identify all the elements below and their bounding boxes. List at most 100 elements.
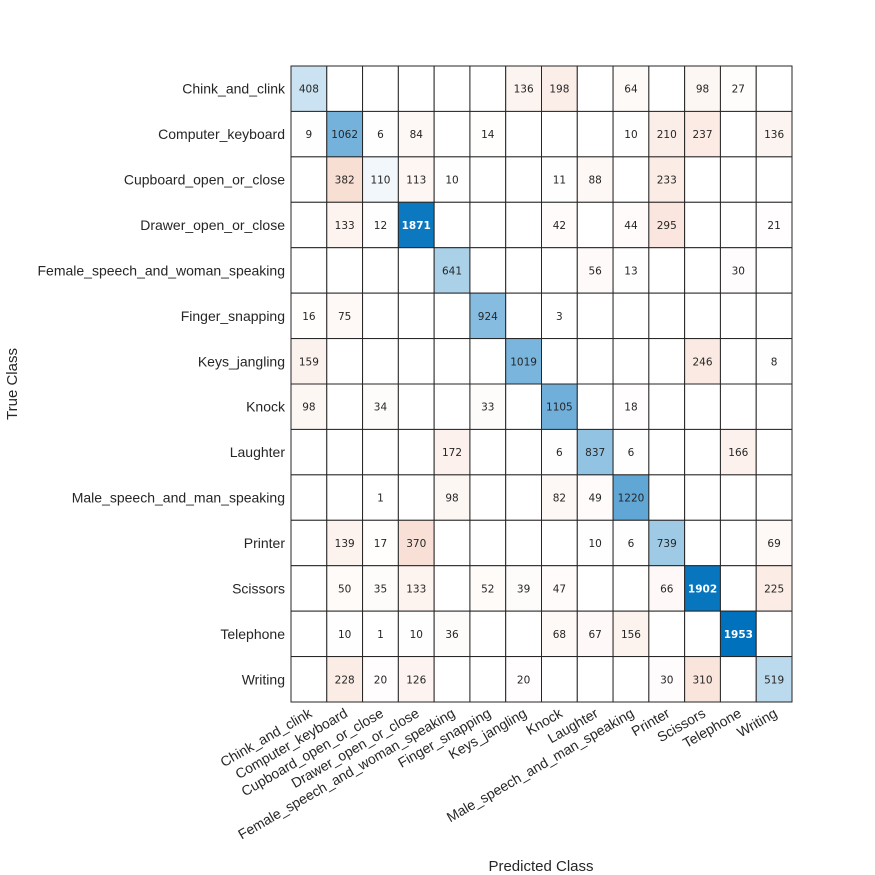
matrix-cell (541, 247, 578, 294)
matrix-cell (397, 383, 435, 430)
matrix-cell (362, 338, 399, 385)
matrix-cell (505, 201, 543, 249)
matrix-cell (326, 65, 364, 112)
matrix-cell (505, 156, 543, 203)
matrix-cell (612, 428, 650, 476)
cell-value: 98 (696, 84, 709, 96)
matrix-cell (290, 565, 328, 612)
matrix-cell (290, 474, 328, 521)
matrix-cell (612, 610, 650, 658)
y-tick-labels: Chink_and_clink Computer_keyboard Cupboard… (37, 81, 286, 688)
cell-value: 50 (338, 583, 351, 595)
cell-value: 16 (302, 311, 316, 323)
matrix-cell (290, 383, 328, 430)
matrix-cell (719, 201, 757, 249)
x-tick-label: Writing (734, 705, 780, 741)
cell-value: 30 (660, 674, 673, 686)
cell-value: 56 (588, 265, 602, 277)
matrix-cell (755, 428, 793, 476)
cell-value: 172 (442, 447, 462, 459)
matrix-cell (362, 428, 399, 476)
matrix-cell (684, 247, 721, 294)
matrix-cell (433, 383, 471, 430)
matrix-cell (648, 428, 686, 476)
matrix-cell (755, 565, 793, 612)
matrix-cell (612, 656, 650, 703)
matrix-cell (505, 292, 543, 340)
matrix-cell (397, 156, 435, 203)
matrix-cell (326, 156, 364, 203)
matrix-cell (397, 656, 435, 703)
matrix-cell (719, 110, 757, 158)
cell-value: 519 (764, 674, 784, 686)
cell-value: 370 (406, 538, 426, 550)
cell-value: 136 (514, 84, 534, 96)
cell-value: 75 (338, 311, 351, 323)
y-axis-title: True Class (4, 348, 21, 420)
y-tick-label: Writing (242, 671, 285, 687)
matrix-cell (505, 474, 543, 521)
cell-value: 159 (299, 356, 319, 368)
y-tick-label: Laughter (230, 444, 286, 460)
matrix-cell (505, 110, 543, 158)
matrix-cell (612, 110, 650, 158)
cell-value: 30 (732, 265, 745, 277)
matrix-cell (397, 292, 435, 340)
cell-value: 11 (553, 175, 566, 187)
matrix-cell (362, 656, 399, 703)
matrix-cell (684, 292, 721, 340)
cell-value: 44 (624, 220, 638, 232)
matrix-cell (541, 474, 578, 521)
matrix-cell (469, 565, 507, 612)
cell-value: 210 (657, 129, 677, 141)
cell-value: 1953 (724, 629, 753, 641)
cell-value: 98 (302, 402, 315, 414)
matrix-cell (290, 519, 328, 567)
matrix-cell (755, 474, 793, 521)
cell-value: 641 (442, 265, 462, 277)
matrix-cell (541, 292, 578, 340)
matrix-cell (541, 383, 578, 430)
matrix-cell (397, 65, 435, 112)
matrix-cell (541, 656, 578, 703)
matrix-cell (648, 338, 686, 385)
matrix-cell (719, 519, 757, 567)
cell-value: 13 (624, 265, 637, 277)
matrix-cell (719, 65, 757, 112)
matrix-cell (612, 383, 650, 430)
matrix-cell (576, 338, 614, 385)
matrix-cell (397, 474, 435, 521)
matrix-cell (648, 292, 686, 340)
cell-value: 14 (481, 129, 495, 141)
cell-value: 47 (553, 583, 566, 595)
matrix-cell (755, 65, 793, 112)
matrix-cell (648, 156, 686, 203)
cell-value: 139 (335, 538, 355, 550)
matrix-cell (433, 474, 471, 521)
cell-value: 35 (374, 583, 387, 595)
y-tick-label: Keys_jangling (198, 353, 285, 369)
cell-value: 136 (764, 129, 784, 141)
cell-value: 10 (410, 629, 423, 641)
matrix-cell (755, 656, 793, 703)
matrix-cell (684, 474, 721, 521)
cell-value: 156 (621, 629, 641, 641)
matrix-cell (326, 201, 364, 249)
matrix-cell (469, 247, 507, 294)
matrix-cell (576, 292, 614, 340)
cell-value: 739 (657, 538, 677, 550)
matrix-cell (326, 610, 364, 658)
matrix-cell (719, 383, 757, 430)
cell-value: 88 (588, 175, 601, 187)
matrix-cell (469, 201, 507, 249)
matrix-cell (719, 474, 757, 521)
matrix-cell (290, 201, 328, 249)
cell-value: 837 (585, 447, 605, 459)
matrix-cell (576, 65, 614, 112)
matrix-cell (326, 338, 364, 385)
matrix-cell (326, 474, 364, 521)
cell-value: 18 (624, 402, 637, 414)
cell-value: 1902 (688, 583, 717, 595)
matrix-cell (505, 610, 543, 658)
matrix-cell (362, 156, 399, 203)
